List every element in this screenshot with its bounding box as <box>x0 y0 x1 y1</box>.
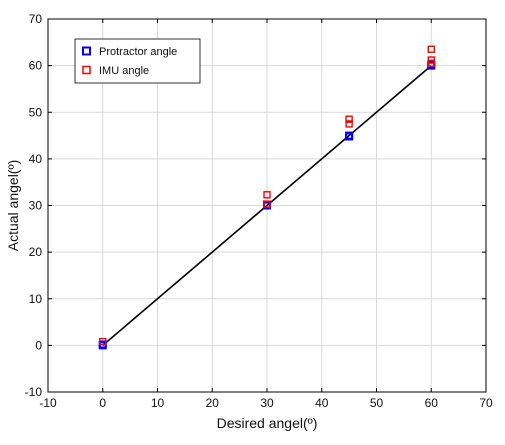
y-tick-label: 70 <box>29 12 43 26</box>
imu-point <box>427 59 435 67</box>
y-tick-label: -10 <box>25 385 43 399</box>
x-tick-label: 40 <box>315 396 329 410</box>
legend-label-imu: IMU angle <box>99 65 149 77</box>
x-tick-label: -10 <box>39 396 57 410</box>
legend-box <box>74 38 201 84</box>
x-axis-label: Desired angel(º) <box>217 415 318 431</box>
x-tick-label: 70 <box>479 396 493 410</box>
y-axis-label: Actual angel(º) <box>5 160 21 252</box>
y-axis-ticks: -10 0 10 20 30 40 50 60 70 <box>25 12 486 399</box>
x-tick-label: 50 <box>370 396 384 410</box>
imu-point <box>427 45 435 54</box>
fit-line <box>102 65 432 346</box>
y-tick-label: 20 <box>29 245 43 259</box>
x-axis-ticks: -10 0 10 20 30 40 50 60 70 <box>39 19 493 410</box>
x-tick-label: 60 <box>425 396 439 410</box>
x-tick-label: 30 <box>260 396 274 410</box>
x-tick-label: 10 <box>151 396 165 410</box>
legend-label-protractor: Protractor angle <box>99 46 177 58</box>
imu-point <box>345 115 353 123</box>
imu-point <box>99 337 107 346</box>
legend-marker-protractor <box>82 46 91 56</box>
legend: Protractor angle IMU angle <box>74 38 201 84</box>
x-tick-label: 20 <box>206 396 220 410</box>
imu-point <box>345 120 353 128</box>
y-tick-label: 60 <box>29 59 43 73</box>
legend-marker-imu <box>82 65 91 75</box>
y-tick-label: 10 <box>29 292 43 306</box>
y-tick-label: 30 <box>29 199 43 213</box>
imu-point <box>263 200 271 208</box>
x-tick-label: 0 <box>99 396 106 410</box>
protractor-point <box>345 132 354 141</box>
y-tick-label: 50 <box>29 105 43 119</box>
y-tick-label: 40 <box>29 152 43 166</box>
imu-point <box>263 191 271 199</box>
data-points <box>98 45 436 350</box>
y-tick-label: 0 <box>35 338 42 352</box>
